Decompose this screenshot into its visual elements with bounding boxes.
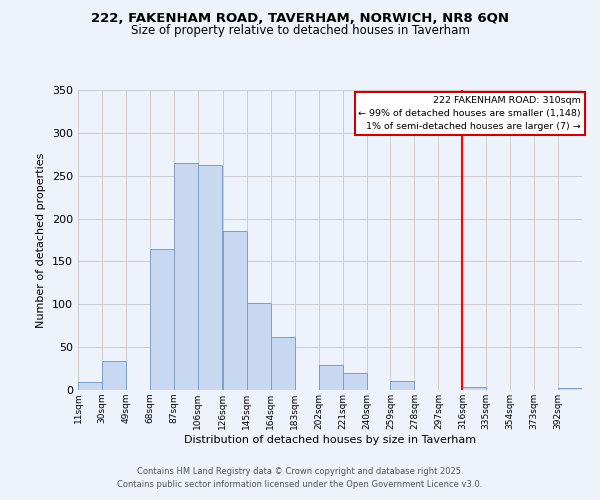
Text: 222, FAKENHAM ROAD, TAVERHAM, NORWICH, NR8 6QN: 222, FAKENHAM ROAD, TAVERHAM, NORWICH, N…: [91, 12, 509, 26]
Bar: [223, 230, 247, 390]
Bar: [319, 365, 343, 390]
Text: Contains HM Land Registry data © Crown copyright and database right 2025.: Contains HM Land Registry data © Crown c…: [137, 467, 463, 476]
Bar: [343, 373, 367, 390]
Bar: [150, 248, 174, 390]
Bar: [198, 164, 221, 390]
Text: Contains public sector information licensed under the Open Government Licence v3: Contains public sector information licen…: [118, 480, 482, 489]
Bar: [558, 388, 582, 390]
Bar: [271, 337, 295, 390]
Bar: [174, 163, 198, 390]
X-axis label: Distribution of detached houses by size in Taverham: Distribution of detached houses by size …: [184, 434, 476, 444]
Y-axis label: Number of detached properties: Number of detached properties: [37, 152, 46, 328]
Bar: [247, 304, 271, 390]
Bar: [102, 361, 126, 390]
Text: 222 FAKENHAM ROAD: 310sqm
← 99% of detached houses are smaller (1,148)
1% of sem: 222 FAKENHAM ROAD: 310sqm ← 99% of detac…: [358, 96, 581, 132]
Text: Size of property relative to detached houses in Taverham: Size of property relative to detached ho…: [131, 24, 469, 37]
Bar: [391, 380, 415, 390]
Bar: [78, 382, 102, 390]
Bar: [463, 388, 486, 390]
